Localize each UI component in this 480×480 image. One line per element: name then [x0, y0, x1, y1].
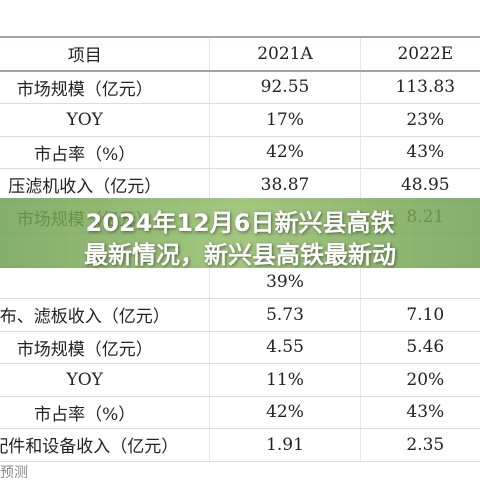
table-cell	[0, 266, 210, 299]
table-cell: 48.95	[359, 168, 480, 202]
header-row: 项目 2021A 2022E	[0, 36, 480, 72]
table-cell: 113.83	[359, 70, 480, 104]
table-cell: 4.55	[209, 331, 361, 364]
table-cell: 38.87	[209, 168, 361, 202]
table-row: 布、滤板收入（亿元） 5.73 7.10	[0, 298, 480, 332]
table-cell: 市场规模（亿元）	[0, 70, 210, 104]
table-cell	[359, 266, 480, 299]
table-cell: 1.91	[209, 428, 361, 462]
table-cell: 市场规模（亿元）	[0, 331, 210, 364]
header-cell: 2022E	[359, 36, 480, 72]
overlay-title: 最新情况，新兴县高铁最新动	[84, 241, 396, 269]
table-cell: 11%	[209, 363, 361, 397]
footnote: 预测	[0, 465, 28, 480]
table-cell: 5.73	[209, 298, 361, 332]
table-cell: 43%	[359, 136, 480, 169]
table-cell: 市占率（%）	[0, 136, 210, 169]
table-cell: 17%	[209, 103, 361, 137]
table-cell: 42%	[209, 136, 361, 169]
table-row: 39%	[0, 266, 480, 299]
table-cell: 20%	[359, 363, 480, 397]
table-row: YOY 11% 20%	[0, 363, 480, 397]
header-cell: 2021A	[209, 36, 361, 72]
table-row: 压滤机收入（亿元） 38.87 48.95	[0, 168, 480, 202]
table-cell: 42%	[209, 396, 361, 429]
table-cell: 92.55	[209, 70, 361, 104]
data-table: 项目 2021A 2022E 市场规模（亿元） 92.55 113.83 YOY 17%…	[0, 36, 480, 462]
table-row: 市场规模（亿元） 92.55 113.83	[0, 70, 480, 104]
header-cell: 项目	[0, 36, 210, 72]
table-cell: 压滤机收入（亿元）	[0, 168, 210, 202]
table-row: 配件和设备收入（亿元） 1.91 2.35	[0, 428, 480, 462]
table-cell: YOY	[0, 103, 210, 137]
table-cell: YOY	[0, 363, 210, 397]
table-row: YOY 17% 23%	[0, 103, 480, 137]
table-cell: 配件和设备收入（亿元）	[0, 428, 210, 462]
table-cell: 5.46	[359, 331, 480, 364]
table-row: 市占率（%） 42% 43%	[0, 136, 480, 169]
table-cell: 2.35	[359, 428, 480, 462]
overlay-title: 2024年12月6日新兴县高铁	[85, 209, 395, 237]
table-cell: 39%	[209, 266, 361, 299]
table-row: 市场规模（亿元） 4.55 5.46	[0, 331, 480, 364]
table-cell: 7.10	[359, 298, 480, 332]
table-cell: 布、滤板收入（亿元）	[0, 298, 210, 332]
table-row: 市占率（%） 42% 43%	[0, 396, 480, 429]
overlay-band	[0, 198, 480, 268]
table-cell: 43%	[359, 396, 480, 429]
table-cell: 23%	[359, 103, 480, 137]
table-cell: 市占率（%）	[0, 396, 210, 429]
